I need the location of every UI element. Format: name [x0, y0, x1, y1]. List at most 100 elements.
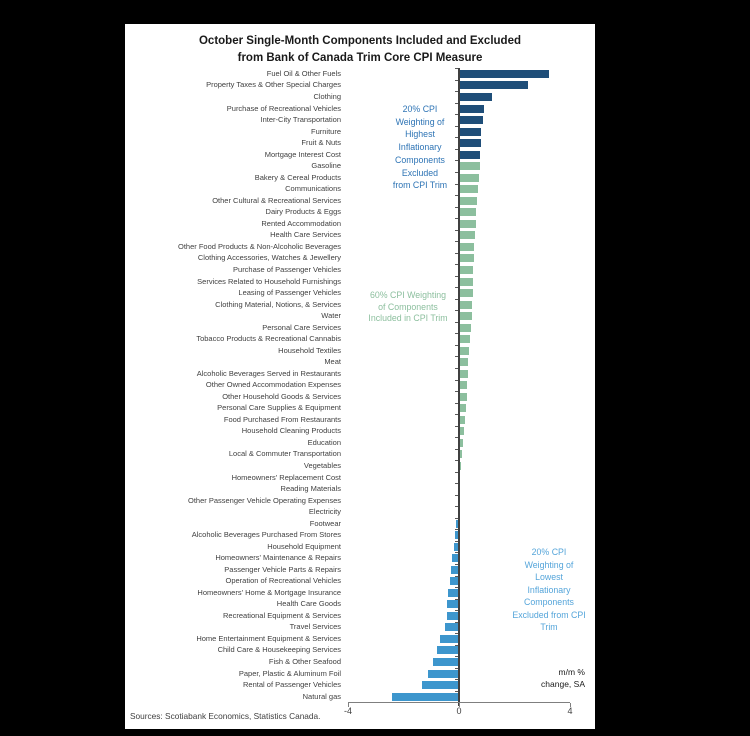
excluded-low-note: 20% CPI Weighting of Lowest Inflationary Com…: [474, 546, 624, 634]
bar: [459, 81, 529, 90]
y-axis-tick: [455, 563, 458, 565]
y-axis-line: [458, 68, 460, 706]
bar: [421, 681, 459, 690]
bar: [459, 265, 474, 274]
y-axis-tick: [455, 494, 458, 496]
y-axis-tick: [455, 402, 458, 404]
excluded-low-note-line: 20% CPI: [531, 547, 567, 557]
y-axis-tick: [455, 275, 458, 277]
y-axis-tick: [455, 587, 458, 589]
bar: [428, 669, 459, 678]
y-axis-tick: [455, 552, 458, 554]
bar: [459, 404, 466, 413]
y-axis-tick: [455, 264, 458, 266]
x-axis-tick: [348, 703, 349, 707]
category-label: Alcoholic Beverages Purchased From Store…: [191, 530, 341, 540]
excluded-high-note-line: Weighting of: [395, 116, 445, 127]
excluded-high-note-line: 20% CPI: [402, 104, 438, 114]
category-label: Rental of Passenger Vehicles: [243, 680, 341, 690]
y-axis-tick: [455, 414, 458, 416]
bar: [459, 335, 471, 344]
category-label: Mortgage Interest Cost: [264, 149, 341, 159]
excluded-low-note-line: Excluded from CPI: [512, 609, 586, 620]
bar: [459, 104, 484, 113]
category-label: Paper, Plastic & Aluminum Foil: [238, 668, 341, 678]
excluded-low-note-line: Trim: [540, 622, 558, 632]
category-label: Operation of Recreational Vehicles: [225, 576, 342, 586]
category-label: Health Care Goods: [276, 599, 341, 609]
y-axis-tick: [455, 298, 458, 300]
excluded-low-note-line: Inflationary: [527, 584, 571, 595]
bar: [459, 277, 474, 286]
category-label: Inter-City Transportation: [260, 115, 341, 125]
x-axis-tick-label: 0: [456, 706, 462, 716]
bar: [456, 519, 459, 528]
category-label: Property Taxes & Other Special Charges: [206, 80, 341, 90]
bar: [459, 358, 469, 367]
category-label: Household Cleaning Products: [241, 426, 341, 436]
category-label: Gasoline: [311, 161, 341, 171]
bar: [454, 531, 459, 540]
category-label: Purchase of Recreational Vehicles: [226, 103, 341, 113]
category-label: Vegetables: [303, 460, 341, 470]
bar: [447, 600, 459, 609]
bar: [459, 69, 550, 78]
chart-panel: October Single-Month Components Included…: [125, 24, 595, 729]
y-axis-tick: [455, 667, 458, 669]
x-axis-line: [348, 702, 570, 703]
bar: [459, 427, 464, 436]
y-axis-tick: [455, 610, 458, 612]
category-label: Health Care Services: [270, 230, 341, 240]
source-note: Sources: Scotiabank Economics, Statistic…: [130, 711, 321, 721]
y-axis-tick: [455, 460, 458, 462]
y-axis-tick: [455, 183, 458, 185]
category-label: Other Household Goods & Services: [222, 391, 341, 401]
y-axis-tick: [455, 437, 458, 439]
y-axis-tick: [455, 540, 458, 542]
y-axis-tick: [455, 690, 458, 692]
x-axis-tick-label: 4: [567, 706, 573, 716]
category-label: Travel Services: [289, 622, 341, 632]
category-label: Purchase of Passenger Vehicles: [233, 264, 341, 274]
y-axis-tick: [455, 391, 458, 393]
y-axis-tick: [455, 506, 458, 508]
category-label: Fuel Oil & Other Fuels: [266, 68, 341, 78]
bar: [459, 196, 478, 205]
x-axis-units-line2: change, SA: [541, 679, 585, 689]
category-label: Other Owned Accommodation Expenses: [205, 380, 341, 390]
category-label: Clothing Accessories, Watches & Jeweller…: [197, 253, 341, 263]
excluded-low-note-line: Components: [524, 597, 574, 607]
y-axis-tick: [455, 575, 458, 577]
bar: [450, 565, 459, 574]
category-label: Personal Care Supplies & Equipment: [217, 403, 341, 413]
category-label: Reading Materials: [280, 484, 341, 494]
y-axis-tick: [455, 356, 458, 358]
y-axis-tick: [455, 633, 458, 635]
bar: [454, 542, 459, 551]
bar: [459, 415, 465, 424]
included-note-line: of Components: [378, 301, 438, 312]
excluded-high-note-line: from CPI Trim: [392, 180, 448, 191]
y-axis-tick: [455, 483, 458, 485]
category-label: Personal Care Services: [262, 322, 341, 332]
bar: [459, 369, 468, 378]
category-label: Bakery & Cereal Products: [254, 172, 341, 182]
included-note: 60% CPI Weighting of Components Included i…: [333, 290, 483, 325]
bar: [459, 312, 472, 321]
y-axis-tick: [455, 644, 458, 646]
category-label: Local & Commuter Transportation: [228, 449, 341, 459]
y-axis-tick: [455, 287, 458, 289]
y-axis-tick: [455, 102, 458, 104]
bar: [459, 127, 482, 136]
category-label: Passenger Vehicle Parts & Repairs: [224, 564, 341, 574]
bar: [449, 577, 459, 586]
y-axis-tick: [455, 160, 458, 162]
bar: [459, 254, 474, 263]
category-label: Homeowners' Maintenance & Repairs: [215, 553, 341, 563]
bar: [459, 150, 481, 159]
category-label: Tobacco Products & Recreational Cannabis: [196, 334, 341, 344]
category-label: Clothing: [313, 92, 341, 102]
chart-title: October Single-Month Components Included…: [125, 33, 595, 67]
y-axis-tick: [455, 321, 458, 323]
